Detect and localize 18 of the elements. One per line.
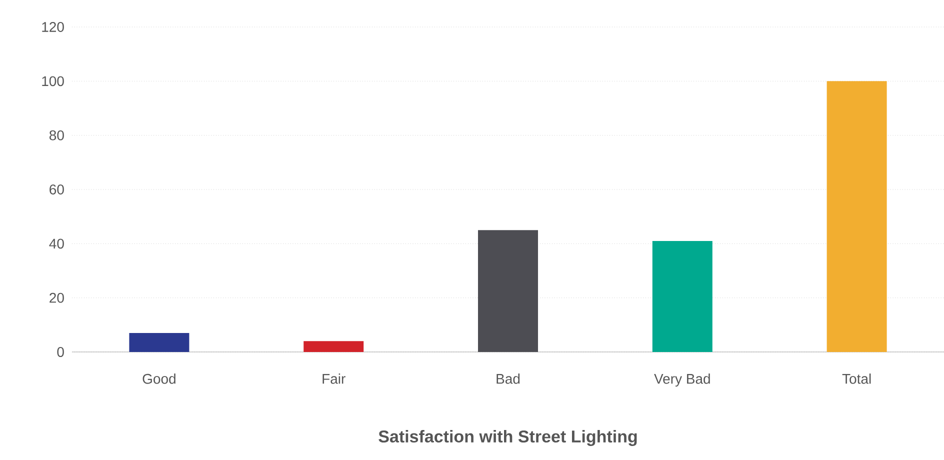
x-tick-label: Total	[842, 374, 871, 384]
y-tick-label: 100	[42, 76, 64, 86]
bar	[826, 81, 887, 352]
text: Satisfaction with Street Lighting	[378, 430, 637, 446]
x-tick-label: Bad	[496, 374, 520, 384]
y-tick-label: 60	[50, 184, 64, 194]
bar	[129, 333, 190, 352]
x-tick-label: Fair	[322, 374, 346, 384]
x-tick-label: Good	[142, 374, 176, 384]
y-tick-label: 120	[42, 22, 64, 32]
y-tick-label: 0	[57, 347, 64, 357]
y-tick-label: 80	[50, 130, 64, 140]
bar	[652, 240, 712, 352]
y-tick-label: 40	[49, 238, 64, 249]
y-tick-label: 20	[50, 292, 64, 303]
bar	[478, 230, 538, 352]
bar	[304, 341, 364, 352]
x-tick-label: Very Bad	[654, 374, 710, 387]
